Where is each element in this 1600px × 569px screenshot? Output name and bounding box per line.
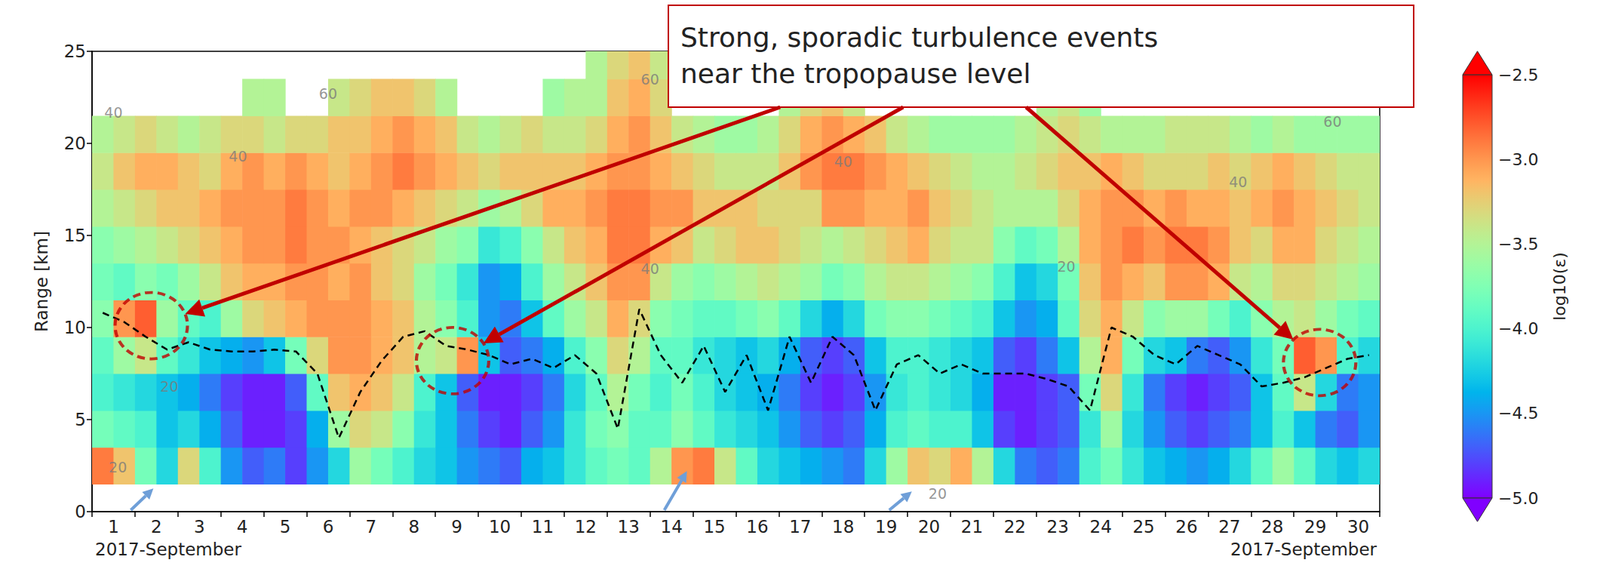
svg-text:0: 0 [74, 501, 86, 522]
svg-text:40: 40 [834, 153, 853, 170]
svg-text:13: 13 [617, 516, 640, 537]
svg-text:5: 5 [74, 409, 86, 430]
svg-text:17: 17 [789, 516, 811, 537]
svg-text:−2.5: −2.5 [1498, 65, 1539, 85]
svg-text:near the tropopause level: near the tropopause level [680, 58, 1032, 90]
svg-text:2017-September: 2017-September [95, 539, 243, 559]
svg-text:60: 60 [641, 70, 660, 88]
svg-text:20: 20 [64, 133, 86, 154]
svg-text:20: 20 [108, 458, 127, 476]
svg-text:40: 40 [641, 260, 660, 277]
svg-text:11: 11 [531, 516, 554, 537]
svg-text:16: 16 [746, 516, 768, 537]
svg-text:25: 25 [64, 41, 86, 62]
svg-text:21: 21 [961, 516, 983, 537]
svg-text:60: 60 [319, 85, 338, 102]
svg-text:29: 29 [1304, 516, 1327, 537]
svg-text:23: 23 [1047, 516, 1069, 537]
svg-text:−4.5: −4.5 [1498, 403, 1539, 423]
svg-text:40: 40 [1228, 173, 1247, 191]
svg-text:7: 7 [365, 516, 378, 537]
svg-text:4: 4 [236, 516, 249, 537]
svg-text:20: 20 [1057, 257, 1076, 275]
svg-text:25: 25 [1132, 516, 1155, 537]
svg-text:Range [km]: Range [km] [31, 230, 52, 332]
svg-text:28: 28 [1261, 516, 1284, 537]
svg-text:14: 14 [660, 516, 683, 537]
svg-text:18: 18 [832, 516, 854, 537]
svg-text:−4.0: −4.0 [1498, 319, 1539, 338]
svg-text:2017-September: 2017-September [1230, 539, 1378, 559]
svg-text:24: 24 [1090, 516, 1112, 537]
svg-text:15: 15 [64, 225, 86, 246]
svg-text:10: 10 [488, 516, 511, 537]
svg-text:40: 40 [228, 147, 247, 165]
svg-text:9: 9 [451, 516, 463, 537]
svg-text:26: 26 [1175, 516, 1198, 537]
svg-text:log10(ε): log10(ε) [1550, 251, 1570, 321]
svg-text:1: 1 [107, 516, 120, 537]
svg-text:−5.0: −5.0 [1498, 488, 1539, 508]
svg-text:−3.5: −3.5 [1498, 234, 1539, 254]
svg-text:27: 27 [1218, 516, 1241, 537]
svg-text:8: 8 [408, 516, 420, 537]
svg-text:2: 2 [150, 516, 163, 537]
svg-text:Strong, sporadic turbulence ev: Strong, sporadic turbulence events [680, 21, 1158, 53]
svg-text:3: 3 [193, 516, 206, 537]
svg-text:15: 15 [703, 516, 725, 537]
svg-text:12: 12 [574, 516, 597, 537]
svg-text:60: 60 [1323, 113, 1342, 130]
svg-text:5: 5 [279, 516, 292, 537]
svg-text:22: 22 [1004, 516, 1026, 537]
svg-text:10: 10 [64, 317, 86, 338]
svg-text:40: 40 [104, 104, 123, 121]
svg-text:20: 20 [159, 377, 179, 395]
svg-text:20: 20 [928, 485, 947, 502]
svg-text:19: 19 [875, 516, 897, 537]
svg-text:−3.0: −3.0 [1498, 150, 1539, 169]
svg-text:30: 30 [1347, 516, 1370, 537]
svg-text:20: 20 [918, 516, 940, 537]
svg-text:6: 6 [322, 516, 335, 537]
